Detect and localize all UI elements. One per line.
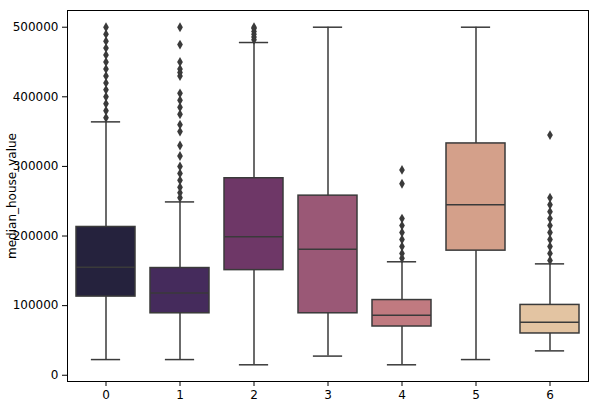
svg-text:0: 0 — [51, 368, 59, 382]
svg-text:2: 2 — [250, 388, 258, 402]
svg-text:4: 4 — [398, 388, 406, 402]
svg-text:1: 1 — [176, 388, 184, 402]
svg-text:median_house_value: median_house_value — [5, 133, 19, 259]
svg-text:3: 3 — [324, 388, 332, 402]
svg-text:0: 0 — [102, 388, 110, 402]
svg-text:400000: 400000 — [13, 90, 59, 104]
svg-text:300000: 300000 — [13, 159, 59, 173]
svg-text:200000: 200000 — [13, 229, 59, 243]
svg-text:500000: 500000 — [13, 20, 59, 34]
svg-text:6: 6 — [546, 388, 554, 402]
svg-text:100000: 100000 — [13, 298, 59, 312]
svg-text:5: 5 — [472, 388, 480, 402]
